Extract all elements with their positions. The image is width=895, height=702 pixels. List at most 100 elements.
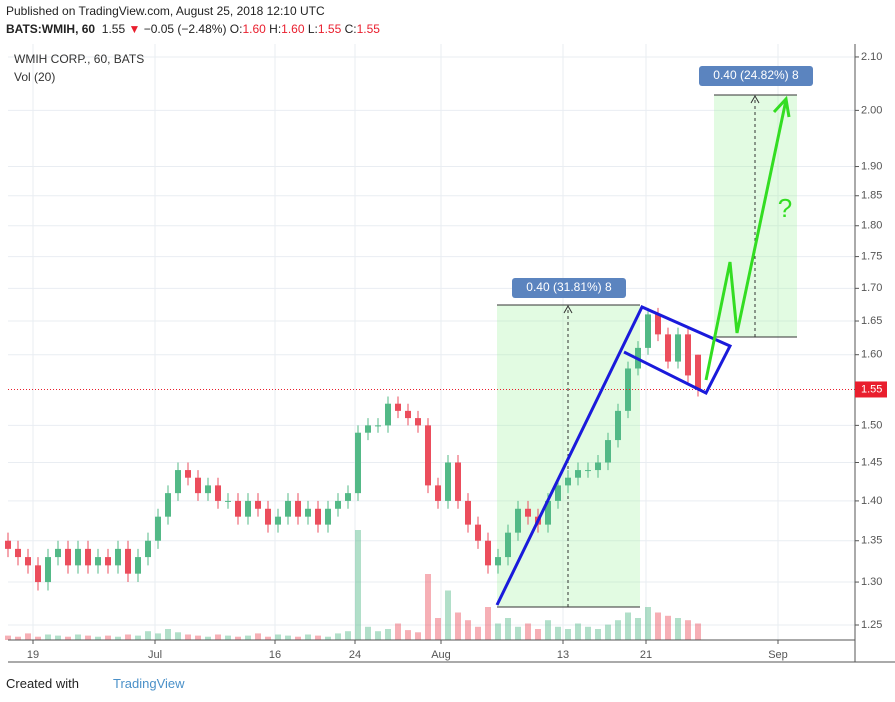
y-tick-label: 1.80	[861, 220, 882, 232]
candle-body	[495, 557, 501, 566]
candle-body	[525, 508, 531, 517]
candle-body	[65, 548, 71, 566]
volume-bar	[485, 607, 491, 640]
candle-body	[125, 548, 131, 574]
candle-body	[425, 425, 431, 486]
volume-bar	[445, 590, 451, 640]
volume-bar	[365, 626, 371, 640]
y-tick-label: 1.60	[861, 349, 882, 361]
y-tick-label: 1.45	[861, 456, 882, 468]
y-tick-label: 2.10	[861, 51, 882, 63]
volume-bar	[165, 629, 171, 640]
candle-body	[95, 557, 101, 566]
range-label: 0.40 (31.81%) 8	[526, 280, 612, 294]
candle-body	[255, 500, 261, 509]
volume-bar	[245, 635, 251, 640]
candle-body	[555, 485, 561, 501]
candle-body	[165, 493, 171, 517]
volume-bar	[255, 633, 261, 640]
volume-bar	[425, 574, 431, 640]
volume-bar	[635, 618, 641, 640]
range-label: 0.40 (24.82%) 8	[713, 68, 799, 82]
volume-bar	[465, 620, 471, 640]
y-tick-label: 2.00	[861, 104, 882, 116]
candle-body	[415, 418, 421, 426]
symbol-line: BATS:WMIH, 60 1.55 ▼ −0.05 (−2.48%) O:1.…	[6, 20, 380, 38]
x-tick-label: 21	[640, 649, 652, 661]
candle-body	[475, 524, 481, 541]
volume-bar	[65, 636, 71, 640]
created: Created with	[6, 676, 79, 691]
c: 1.55	[356, 22, 380, 36]
candles	[5, 307, 701, 591]
candle-body	[85, 548, 91, 566]
volume-bar	[595, 629, 601, 640]
candle-body	[655, 314, 661, 335]
candle-body	[505, 532, 511, 558]
last-price-label: 1.55	[861, 383, 882, 395]
volume-bar	[455, 612, 461, 640]
candle-body	[215, 485, 221, 501]
arrow: ▼	[128, 22, 141, 36]
volume-bar	[675, 618, 681, 640]
volume-bar	[395, 623, 401, 640]
volume-bar	[235, 636, 241, 640]
h: 1.60	[281, 22, 305, 36]
candle-body	[35, 565, 41, 583]
projection-arrowhead	[772, 95, 791, 118]
volume-bar	[335, 633, 341, 640]
candle-body	[585, 470, 591, 472]
y-tick-label: 1.75	[861, 250, 882, 262]
candle-body	[565, 477, 571, 486]
volume-bar	[125, 634, 131, 640]
candle-body	[455, 462, 461, 501]
candle-body	[355, 432, 361, 494]
candle-body	[485, 540, 491, 566]
candle-body	[295, 500, 301, 517]
range-arrowhead	[563, 304, 573, 314]
candle-body	[445, 462, 451, 501]
candle-body	[605, 440, 611, 463]
volume-bar	[305, 634, 311, 640]
volume-bar	[655, 612, 661, 640]
h-label: H:	[269, 22, 282, 36]
symbol: BATS:WMIH, 60	[6, 22, 96, 36]
volume-bar	[565, 629, 571, 640]
price: 1.55	[101, 22, 126, 36]
legend-title: WMIH CORP., 60, BATS	[14, 52, 144, 66]
last-price-box	[855, 381, 887, 398]
candle-body	[265, 508, 271, 525]
volume-bar	[645, 607, 651, 640]
x-tick-label: 16	[269, 649, 281, 661]
volume-bar	[5, 635, 11, 640]
volume-bar	[85, 635, 91, 640]
volume-bar	[25, 633, 31, 640]
volume-bar	[555, 626, 561, 640]
candle-body	[575, 470, 581, 478]
volume-bar	[385, 629, 391, 640]
projection-arrow	[704, 99, 788, 381]
volume-bar	[535, 629, 541, 640]
volume-bar	[175, 632, 181, 640]
volume-bar	[265, 636, 271, 640]
candle-body	[25, 557, 31, 566]
volume-bar	[435, 618, 441, 640]
candle-body	[545, 500, 551, 525]
volume-bar	[415, 632, 421, 640]
candle-body	[615, 410, 621, 441]
candle-body	[315, 508, 321, 525]
x-tick-label: Jul	[148, 649, 162, 661]
x-tick-label: Sep	[768, 649, 788, 661]
candle-body	[135, 557, 141, 574]
volume-bar	[115, 636, 121, 640]
y-tick-label: 1.85	[861, 190, 882, 202]
candle-body	[5, 540, 11, 549]
volume-bar	[225, 635, 231, 640]
candle-body	[325, 508, 331, 525]
volume-bar	[205, 636, 211, 640]
volume-bar	[315, 635, 321, 640]
volume-bar	[345, 631, 351, 640]
y-tick-label: 1.70	[861, 282, 882, 294]
candle-body	[385, 403, 391, 426]
candle-body	[515, 508, 521, 533]
